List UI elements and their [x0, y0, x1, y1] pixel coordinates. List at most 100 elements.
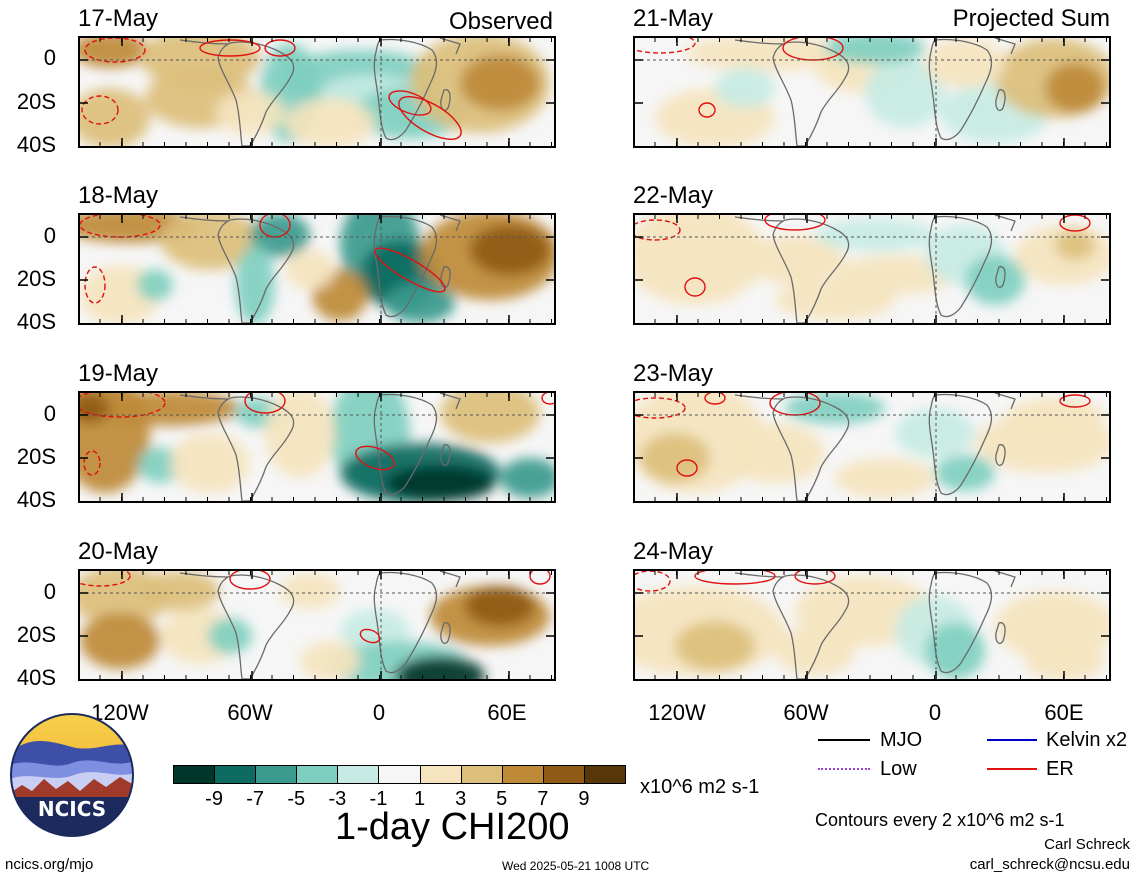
legend-swatch-low	[818, 768, 870, 770]
map-panel-obs-1	[78, 36, 556, 148]
colorbar-bin	[543, 765, 585, 784]
lon-tick-label: 60E	[1044, 702, 1083, 724]
anomaly-blob	[460, 55, 540, 111]
lat-tick-label: 40S	[6, 667, 56, 689]
colorbar-bin	[214, 765, 256, 784]
lon-tick-label: 0	[929, 702, 941, 724]
timestamp: Wed 2025-05-21 1008 UTC	[502, 860, 649, 872]
lat-tick-label: 0	[6, 225, 56, 247]
anomaly-blob	[470, 225, 550, 275]
map-panel-proj-1	[633, 36, 1111, 148]
anomaly-blob	[385, 465, 495, 501]
observed-column-label: Observed	[449, 10, 553, 34]
anomaly-blob	[925, 38, 1005, 88]
legend-swatch-er	[987, 768, 1037, 770]
anomaly-blob	[465, 586, 535, 626]
colorbar-tick: -9	[205, 789, 223, 809]
anomaly-blob	[208, 618, 252, 654]
lat-tick-label: 20S	[6, 91, 56, 113]
anomaly-field	[635, 215, 1109, 323]
anomaly-blob	[715, 68, 775, 108]
anomaly-blob	[935, 455, 995, 491]
anomaly-blob	[965, 255, 1025, 305]
lon-tick-label: 60W	[227, 702, 272, 724]
colorbar-bin	[584, 765, 626, 784]
map-panel-proj-4	[633, 569, 1111, 681]
map-panel-proj-3	[633, 391, 1111, 503]
date-label-obs-3: 19-May	[78, 362, 158, 386]
anomaly-blob	[1005, 398, 1105, 438]
lat-tick-label: 20S	[6, 268, 56, 290]
anomaly-field	[635, 571, 1109, 679]
author-name: Carl Schreck	[1044, 837, 1130, 852]
anomaly-blob	[1045, 63, 1105, 113]
chart-title: 1-day CHI200	[335, 808, 569, 846]
anomaly-blob	[775, 626, 855, 676]
colorbar-bin	[173, 765, 215, 784]
date-label-proj-2: 22-May	[633, 184, 713, 208]
anomaly-blob	[640, 433, 710, 483]
anomaly-blob	[925, 623, 985, 679]
anomaly-blob	[1055, 230, 1095, 260]
anomaly-blob	[815, 219, 935, 251]
map-panel-obs-2	[78, 213, 556, 325]
date-label-proj-3: 23-May	[633, 362, 713, 386]
date-label-proj-1: 21-May	[633, 7, 713, 31]
lon-tick-label: 120W	[648, 702, 705, 724]
legend-label-low: Low	[880, 759, 917, 779]
lon-tick-label: 0	[373, 702, 385, 724]
anomaly-field	[635, 38, 1109, 146]
colorbar-bin	[502, 765, 544, 784]
anomaly-field	[80, 38, 554, 146]
anomaly-field	[80, 215, 554, 323]
lat-tick-label: 40S	[6, 311, 56, 333]
lat-tick-label: 20S	[6, 446, 56, 468]
map-panel-proj-2	[633, 213, 1111, 325]
colorbar-bin	[378, 765, 420, 784]
date-label-proj-4: 24-May	[633, 540, 713, 564]
anomaly-blob	[137, 269, 173, 301]
date-label-obs-1: 17-May	[78, 7, 158, 31]
colorbar-bin	[420, 765, 462, 784]
map-panel-obs-4	[78, 569, 556, 681]
ncics-logo: NCICS	[10, 713, 134, 837]
lat-tick-label: 40S	[6, 489, 56, 511]
lat-tick-label: 0	[6, 47, 56, 69]
lon-tick-label: 60W	[783, 702, 828, 724]
anomaly-blob	[675, 621, 755, 671]
anomaly-field	[635, 393, 1109, 501]
colorbar-tick: -5	[287, 789, 305, 809]
lat-tick-label: 0	[6, 403, 56, 425]
lat-tick-label: 40S	[6, 134, 56, 156]
author-email: carl_schreck@ncsu.edu	[970, 857, 1130, 872]
legend-label-er: ER	[1046, 759, 1074, 779]
anomaly-field	[80, 393, 554, 501]
contour-interval-note: Contours every 2 x10^6 m2 s-1	[815, 811, 1065, 829]
legend-swatch-mjo	[818, 739, 870, 741]
anomaly-blob	[835, 458, 935, 498]
anomaly-blob	[140, 571, 220, 611]
legend-label-kelvin: Kelvin x2	[1046, 730, 1127, 750]
date-label-obs-4: 20-May	[78, 540, 158, 564]
source-url: ncics.org/mjo	[5, 857, 93, 872]
colorbar-bin	[255, 765, 297, 784]
map-panel-obs-3	[78, 391, 556, 503]
anomaly-blob	[80, 613, 160, 669]
anomaly-blob	[725, 423, 825, 483]
lon-tick-label: 60E	[487, 702, 526, 724]
colorbar-bin	[461, 765, 503, 784]
anomaly-blob	[285, 250, 335, 290]
anomaly-blob	[215, 91, 285, 135]
lat-tick-label: 0	[6, 581, 56, 603]
anomaly-field	[80, 571, 554, 679]
colorbar-tick: -7	[246, 789, 264, 809]
colorbar-units: x10^6 m2 s-1	[640, 777, 759, 797]
colorbar-bin	[337, 765, 379, 784]
colorbar-bin	[296, 765, 338, 784]
logo-text: NCICS	[38, 797, 106, 821]
lat-tick-label: 20S	[6, 624, 56, 646]
anomaly-blob	[285, 98, 375, 146]
legend-label-mjo: MJO	[880, 730, 922, 750]
projected-column-label: Projected Sum	[953, 7, 1110, 31]
colorbar	[173, 765, 625, 784]
